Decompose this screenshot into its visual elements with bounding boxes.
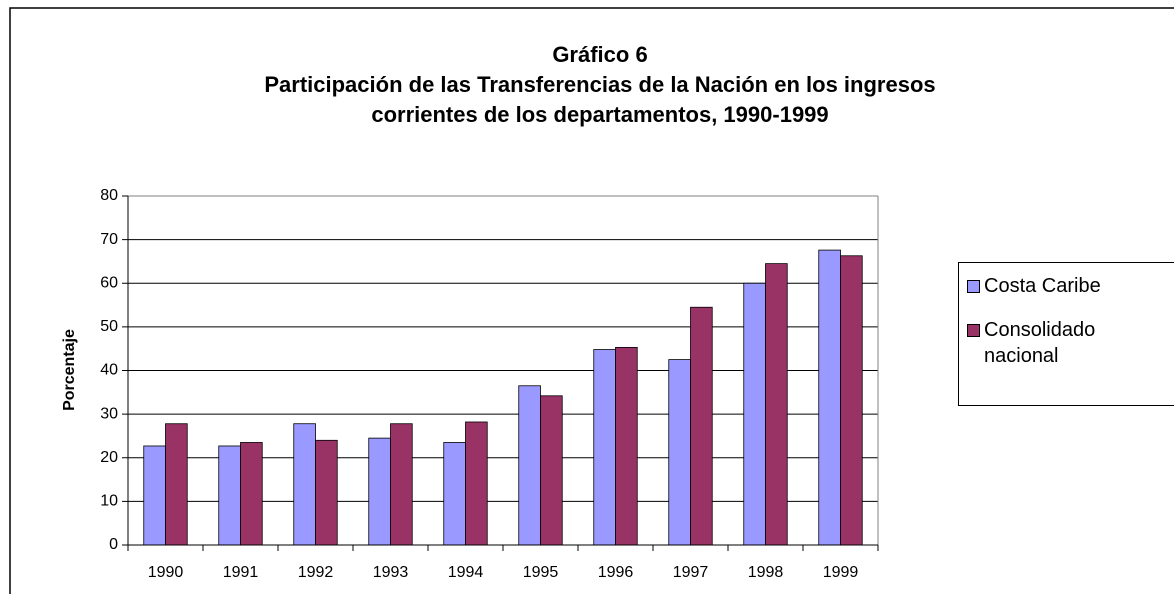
y-tick-label: 60 [100, 274, 118, 291]
bar [218, 445, 241, 546]
x-tick-label: 1996 [598, 564, 634, 581]
bar [615, 346, 638, 546]
bar [293, 423, 316, 546]
y-tick-label: 20 [100, 449, 118, 466]
y-tick-label: 30 [100, 405, 118, 422]
bar [165, 423, 188, 546]
y-axis-label: Porcentaje [61, 329, 78, 411]
legend-label: Costa Caribe [984, 275, 1101, 297]
y-tick-label: 0 [109, 536, 118, 553]
legend: Costa Caribe Consolidado nacional [958, 262, 1174, 406]
bar [518, 385, 541, 546]
bar [443, 442, 466, 546]
bar [743, 282, 766, 546]
bar [368, 437, 391, 546]
legend-swatch [967, 280, 980, 293]
bar [143, 445, 166, 546]
y-tick-label: 40 [100, 362, 118, 379]
x-tick-label: 1991 [223, 564, 259, 581]
x-tick-label: 1995 [523, 564, 559, 581]
bar [840, 255, 863, 546]
bar [765, 263, 788, 546]
bar [315, 439, 338, 546]
bar [240, 442, 263, 546]
x-tick-label: 1993 [373, 564, 409, 581]
x-tick-label: 1997 [673, 564, 709, 581]
bar [593, 349, 616, 546]
y-tick-label: 80 [100, 187, 118, 204]
chart-title: Participación de las Transferencias de l… [264, 72, 935, 97]
bar [668, 359, 691, 546]
y-tick-label: 10 [100, 493, 118, 510]
legend-entry: Costa Caribe [967, 273, 1137, 299]
bar [465, 421, 488, 546]
chart-title: Gráfico 6 [552, 42, 647, 67]
bar [690, 306, 713, 546]
x-tick-label: 1990 [148, 564, 184, 581]
x-tick-label: 1999 [823, 564, 859, 581]
legend-label: Consolidado nacional [984, 319, 1096, 367]
y-tick-label: 70 [100, 231, 118, 248]
x-tick-label: 1994 [448, 564, 484, 581]
x-tick-label: 1992 [298, 564, 334, 581]
bar [818, 249, 841, 546]
x-tick-label: 1998 [748, 564, 784, 581]
chart-title: corrientes de los departamentos, 1990-19… [371, 102, 828, 127]
legend-entry: Consolidado nacional [967, 317, 1137, 369]
y-tick-label: 50 [100, 318, 118, 335]
bar [540, 395, 563, 546]
bar [390, 423, 413, 546]
frame [9, 7, 1174, 594]
legend-swatch [967, 324, 980, 337]
